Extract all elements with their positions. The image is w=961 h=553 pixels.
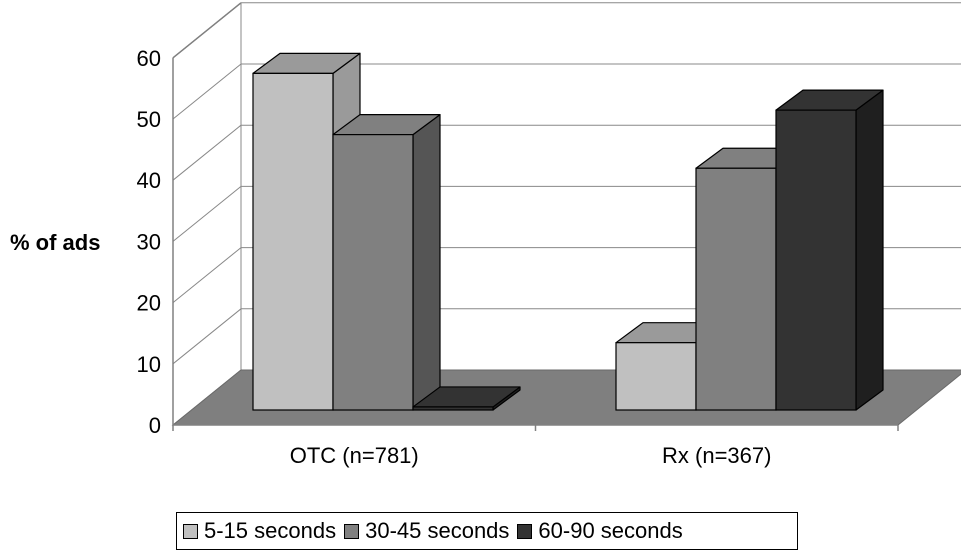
- side-gridline: [172, 124, 242, 181]
- chart-axes: [172, 2, 899, 431]
- y-tick-label: 50: [137, 107, 161, 132]
- side-gridline: [172, 63, 242, 120]
- y-tick-label: 20: [137, 291, 161, 316]
- bar: [695, 167, 777, 411]
- chart-legend: 5-15 seconds 30-45 seconds 60-90 seconds: [176, 512, 798, 550]
- bar-side: [412, 113, 441, 411]
- side-wall-top: [172, 2, 242, 59]
- chart-labels: 0 10 20 30 40 50 60 OTC (n=781) Rx (n=367) % of a…: [10, 46, 771, 468]
- legend-swatch: [344, 523, 360, 539]
- chart-bars: [252, 52, 884, 411]
- bar: [412, 406, 494, 411]
- legend-swatch: [517, 523, 533, 539]
- y-tick-label: 30: [137, 229, 161, 254]
- side-gridline: [172, 247, 242, 303]
- legend-label: 60-90 seconds: [538, 518, 683, 543]
- x-category-label: Rx (n=367): [662, 443, 771, 468]
- bar: [332, 134, 414, 411]
- legend-item: 30-45 seconds: [344, 518, 509, 544]
- legend-item: 60-90 seconds: [517, 518, 683, 544]
- y-tick-label: 60: [137, 46, 161, 71]
- bar: [252, 72, 334, 411]
- side-gridline: [172, 186, 242, 242]
- legend-label: 30-45 seconds: [365, 518, 510, 543]
- x-category-label: OTC (n=781): [290, 443, 419, 468]
- y-axis-label: % of ads: [10, 230, 100, 255]
- bar-chart: 0 10 20 30 40 50 60 OTC (n=781) Rx (n=367) % of a…: [10, 2, 961, 468]
- bar-side: [855, 89, 884, 411]
- legend-label: 5-15 seconds: [204, 518, 337, 543]
- bar: [615, 342, 697, 411]
- legend-swatch: [183, 523, 198, 539]
- y-tick-label: 10: [137, 352, 161, 377]
- y-tick-label: 40: [137, 168, 161, 193]
- side-gridline: [172, 308, 242, 365]
- y-tick-label: 0: [149, 413, 161, 438]
- bar: [775, 109, 857, 411]
- legend-item: 5-15 seconds: [183, 518, 336, 544]
